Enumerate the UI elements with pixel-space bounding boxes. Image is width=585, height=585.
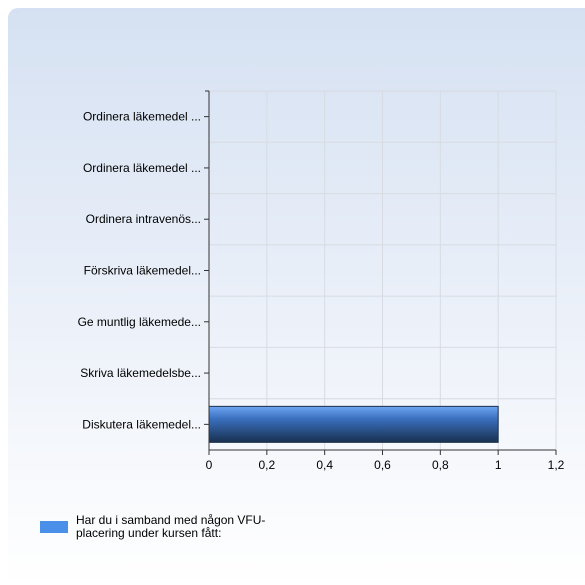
category-label: Diskutera läkemedel... (82, 417, 201, 431)
category-label: Skriva läkemedelsbe... (80, 366, 201, 380)
x-tick-label: 0,2 (258, 458, 275, 472)
x-tick-label: 0,8 (432, 458, 449, 472)
bar (208, 405, 499, 443)
x-tick-label: 0,6 (374, 458, 391, 472)
x-tick-label: 1,2 (548, 458, 565, 472)
legend-label: Har du i samband med någon VFU-placering… (76, 513, 266, 540)
category-label: Ordinera läkemedel ... (83, 161, 201, 175)
x-tick-label: 0 (206, 458, 213, 472)
legend: Har du i samband med någon VFU-placering… (40, 514, 286, 540)
category-label: Ordinera läkemedel ... (83, 110, 201, 124)
category-label: Ge muntlig läkemede... (78, 315, 201, 329)
category-label: Ordinera intravenös... (86, 212, 201, 226)
x-tick-label: 1 (495, 458, 502, 472)
legend-swatch (40, 521, 68, 533)
category-label: Förskriva läkemedel... (84, 264, 201, 278)
x-tick-label: 0,4 (316, 458, 333, 472)
